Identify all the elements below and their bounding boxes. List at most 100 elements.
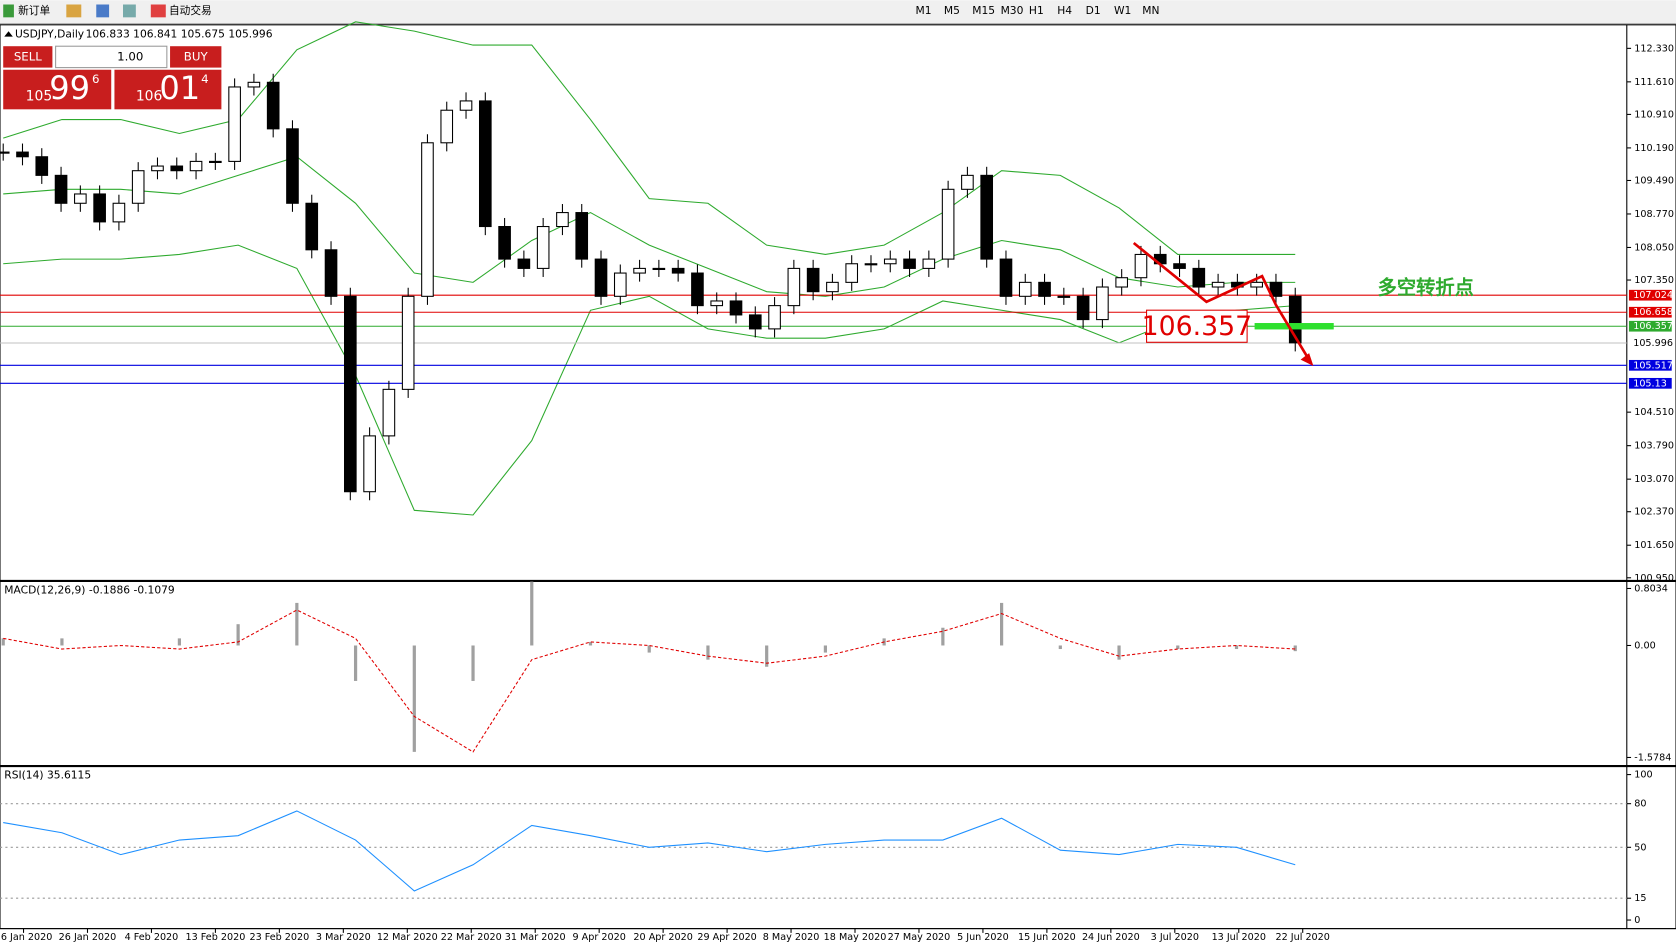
x-tick-label: 5 Jun 2020 <box>957 932 1009 943</box>
x-tick-label: 26 Jan 2020 <box>59 932 117 943</box>
timeframe[interactable]: M15 <box>972 4 995 17</box>
candle <box>401 295 415 390</box>
x-tick-label: 20 Apr 2020 <box>633 932 692 943</box>
timeframe[interactable]: D1 <box>1086 4 1101 17</box>
price-label: 105.996 <box>1633 338 1673 349</box>
y-tick-label: 107.350 <box>1634 275 1674 286</box>
candle <box>903 258 916 269</box>
y-tick-label: 108.770 <box>1634 209 1674 220</box>
x-tick-label: 18 May 2020 <box>824 932 887 943</box>
candle <box>999 258 1013 297</box>
candle <box>864 263 878 266</box>
y-tick-label: 112.330 <box>1634 43 1674 54</box>
auto-trading[interactable]: 自动交易 <box>169 4 212 17</box>
icon[interactable] <box>66 4 82 18</box>
annotation-bar <box>1254 323 1334 330</box>
y-tick-label: 80 <box>1634 799 1646 810</box>
ask-big: 106 <box>136 88 163 104</box>
candle <box>324 249 338 297</box>
candle <box>209 160 222 164</box>
candle <box>594 258 608 297</box>
candle <box>748 314 762 330</box>
buy-label[interactable]: BUY <box>184 49 209 63</box>
timeframe[interactable]: W1 <box>1114 4 1131 17</box>
ask-small: 4 <box>201 72 208 86</box>
x-tick-label: 23 Feb 2020 <box>249 932 309 943</box>
buy-button[interactable] <box>170 46 222 68</box>
candle <box>652 267 666 271</box>
y-tick-label: 0 <box>1634 915 1640 926</box>
candle <box>344 295 357 493</box>
x-tick-label: 22 Mar 2020 <box>441 932 502 943</box>
y-tick-label: -1.5784 <box>1634 752 1671 763</box>
rsi-label: RSI(14) 35.6115 <box>4 769 91 782</box>
candle <box>74 193 87 204</box>
timeframe[interactable]: MN <box>1142 4 1159 17</box>
candle <box>16 151 29 158</box>
y-tick-label: 0.00 <box>1634 640 1655 651</box>
candle <box>1076 295 1090 321</box>
chart-area <box>0 24 1676 930</box>
candle <box>729 300 743 316</box>
arrow <box>1132 241 1312 363</box>
candle <box>710 300 724 307</box>
ohlc-header: 106.833 106.841 105.675 105.996 <box>86 27 273 40</box>
candle <box>691 272 704 307</box>
timeframe[interactable]: H1 <box>1029 4 1044 17</box>
volume[interactable]: 1.00 <box>117 49 143 63</box>
candle <box>54 174 68 204</box>
candle <box>845 263 859 283</box>
ask-main: 01 <box>159 69 200 107</box>
price-label-bg <box>1628 337 1672 349</box>
ask-box[interactable] <box>114 69 222 110</box>
macd-label: MACD(12,26,9) -0.1886 -0.1079 <box>4 584 175 597</box>
candle <box>151 165 164 172</box>
y-tick-label: 104.510 <box>1634 407 1674 418</box>
candle <box>922 258 936 269</box>
candle <box>1134 253 1148 279</box>
candle <box>382 388 396 437</box>
y-tick-label: 50 <box>1634 842 1646 853</box>
volume-box[interactable] <box>55 45 168 69</box>
timeframe[interactable]: M5 <box>944 4 960 17</box>
candle <box>1250 281 1263 288</box>
new-order[interactable]: 新订单 <box>18 4 50 17</box>
macd-signal <box>3 609 1296 753</box>
x-tick-label: 24 Jun 2020 <box>1082 932 1140 943</box>
candle <box>1288 295 1302 344</box>
y-tick-label: 15 <box>1634 893 1646 904</box>
price-label-bg <box>1628 306 1672 318</box>
price-label-bg <box>1628 377 1672 389</box>
icon[interactable] <box>96 4 110 18</box>
candle <box>961 174 974 190</box>
candle <box>1211 281 1225 288</box>
timeframe[interactable]: H4 <box>1057 4 1072 17</box>
bid-box[interactable] <box>3 69 112 110</box>
timeframe[interactable]: M30 <box>1001 4 1024 17</box>
candle <box>1057 295 1071 298</box>
y-tick-label: 103.790 <box>1634 441 1674 452</box>
x-tick-label: 29 Apr 2020 <box>697 932 756 943</box>
candle <box>1192 267 1206 288</box>
y-tick-label: 109.490 <box>1634 175 1674 186</box>
timeframe[interactable]: M1 <box>916 4 932 17</box>
candle <box>247 81 261 88</box>
x-tick-label: 4 Feb 2020 <box>125 932 179 943</box>
icon[interactable] <box>122 4 136 18</box>
x-tick-label: 27 May 2020 <box>888 932 951 943</box>
y-tick-label: 0.8034 <box>1634 583 1668 594</box>
sell-button[interactable] <box>3 46 53 68</box>
candle <box>305 202 319 251</box>
sell-label[interactable]: SELL <box>14 49 42 63</box>
candle <box>575 212 589 260</box>
x-tick-label: 8 May 2020 <box>763 932 820 943</box>
x-tick-label: 16 Jan 2020 <box>0 932 52 943</box>
bollinger-band <box>3 21 1296 255</box>
candle <box>980 174 994 260</box>
candle <box>478 100 492 228</box>
rsi-line <box>3 810 1296 892</box>
candle <box>421 142 434 297</box>
y-tick-label: 102.370 <box>1634 507 1674 518</box>
icon[interactable] <box>150 4 166 18</box>
